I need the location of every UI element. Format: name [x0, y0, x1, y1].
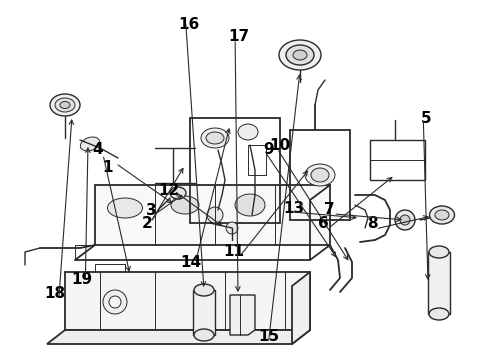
Ellipse shape [286, 45, 314, 65]
Ellipse shape [107, 198, 143, 218]
Text: 18: 18 [44, 286, 66, 301]
Text: 6: 6 [318, 216, 329, 231]
Ellipse shape [55, 98, 75, 112]
Polygon shape [95, 185, 330, 245]
Polygon shape [47, 330, 310, 344]
Circle shape [400, 215, 410, 225]
Ellipse shape [50, 94, 80, 116]
Text: 4: 4 [93, 142, 103, 157]
Circle shape [226, 222, 238, 234]
Ellipse shape [305, 164, 335, 186]
Ellipse shape [235, 194, 265, 216]
Ellipse shape [435, 210, 449, 220]
Text: 13: 13 [283, 201, 305, 216]
Text: 14: 14 [180, 255, 202, 270]
Circle shape [103, 290, 127, 314]
Polygon shape [292, 272, 310, 344]
Circle shape [395, 210, 415, 230]
Text: 9: 9 [263, 142, 274, 157]
Text: 5: 5 [421, 111, 432, 126]
Text: 15: 15 [258, 329, 279, 344]
Bar [190, 118, 280, 223]
Text: 11: 11 [224, 244, 245, 260]
Text: 10: 10 [270, 138, 291, 153]
Circle shape [109, 296, 121, 308]
Ellipse shape [429, 246, 449, 258]
Ellipse shape [60, 102, 70, 108]
Text: 19: 19 [72, 271, 93, 287]
Ellipse shape [170, 187, 186, 199]
Ellipse shape [430, 206, 455, 224]
Text: 3: 3 [146, 203, 156, 218]
Ellipse shape [194, 284, 214, 296]
Text: 7: 7 [324, 202, 335, 217]
Bar [193, 290, 215, 335]
Text: 2: 2 [142, 216, 152, 231]
Bar [290, 130, 350, 220]
Text: 8: 8 [367, 216, 378, 231]
Ellipse shape [238, 124, 258, 140]
Text: 17: 17 [228, 28, 250, 44]
Polygon shape [65, 272, 310, 330]
Ellipse shape [293, 50, 307, 60]
Text: 16: 16 [178, 17, 199, 32]
Ellipse shape [311, 168, 329, 182]
Polygon shape [230, 295, 255, 335]
Ellipse shape [80, 137, 99, 151]
Ellipse shape [194, 329, 214, 341]
Ellipse shape [429, 308, 449, 320]
Text: 1: 1 [102, 160, 113, 175]
Ellipse shape [206, 132, 224, 144]
Bar [370, 140, 425, 180]
Ellipse shape [279, 40, 321, 70]
Ellipse shape [171, 196, 199, 214]
Circle shape [207, 207, 223, 223]
Ellipse shape [201, 128, 229, 148]
Text: 12: 12 [158, 183, 180, 198]
Bar [248, 145, 266, 175]
Bar [428, 252, 450, 314]
